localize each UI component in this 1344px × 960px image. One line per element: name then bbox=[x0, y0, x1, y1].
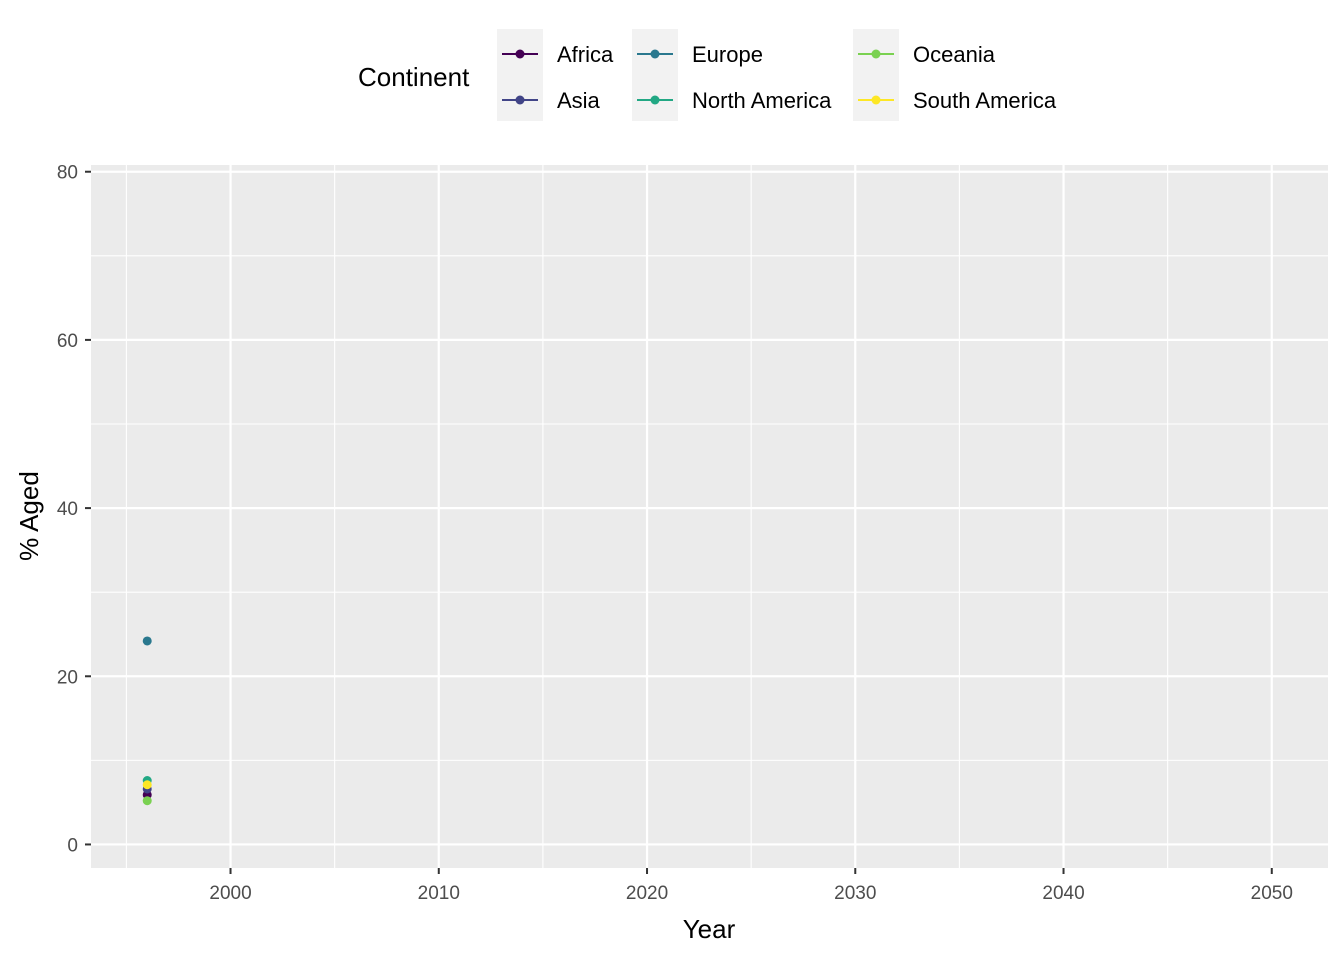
y-tick-label: 80 bbox=[57, 163, 78, 184]
legend-key-background bbox=[497, 29, 543, 121]
data-point bbox=[142, 636, 152, 646]
y-axis-title: % Aged bbox=[14, 471, 44, 561]
x-tick-label: 2030 bbox=[834, 883, 876, 904]
x-axis: 2000 2010 2020 2030 2040 2050 bbox=[209, 868, 1293, 904]
y-tick-label: 20 bbox=[57, 667, 78, 688]
x-axis-title: Year bbox=[683, 914, 736, 944]
legend-label: South America bbox=[913, 88, 1057, 113]
legend-label: Asia bbox=[557, 88, 601, 113]
x-tick-label: 2000 bbox=[209, 883, 251, 904]
x-tick-label: 2010 bbox=[418, 883, 460, 904]
plot-panel bbox=[91, 165, 1328, 868]
y-tick-label: 60 bbox=[57, 331, 78, 352]
y-axis: 0 20 40 60 80 bbox=[57, 163, 91, 856]
x-tick-label: 2040 bbox=[1042, 883, 1084, 904]
legend-key-point bbox=[515, 95, 525, 105]
y-tick-label: 0 bbox=[67, 835, 78, 856]
legend: Continent Africa Asia Europe North America O… bbox=[358, 29, 1057, 121]
legend-key-point bbox=[650, 95, 660, 105]
x-tick-label: 2050 bbox=[1251, 883, 1293, 904]
legend-title: Continent bbox=[358, 62, 470, 92]
x-tick-label: 2020 bbox=[626, 883, 668, 904]
legend-label: North America bbox=[692, 88, 832, 113]
legend-key-point bbox=[871, 49, 881, 59]
legend-key-background bbox=[632, 29, 678, 121]
grid-major bbox=[91, 165, 1328, 868]
legend-key-background bbox=[853, 29, 899, 121]
grid-minor bbox=[91, 165, 1328, 868]
data-point bbox=[142, 796, 152, 806]
legend-label: Oceania bbox=[913, 42, 996, 67]
legend-key-point bbox=[515, 49, 525, 59]
series-layer bbox=[142, 636, 152, 806]
data-point bbox=[142, 780, 152, 790]
legend-key-point bbox=[871, 95, 881, 105]
legend-key-point bbox=[650, 49, 660, 59]
legend-label: Europe bbox=[692, 42, 763, 67]
legend-label: Africa bbox=[557, 42, 614, 67]
y-tick-label: 40 bbox=[57, 499, 78, 520]
